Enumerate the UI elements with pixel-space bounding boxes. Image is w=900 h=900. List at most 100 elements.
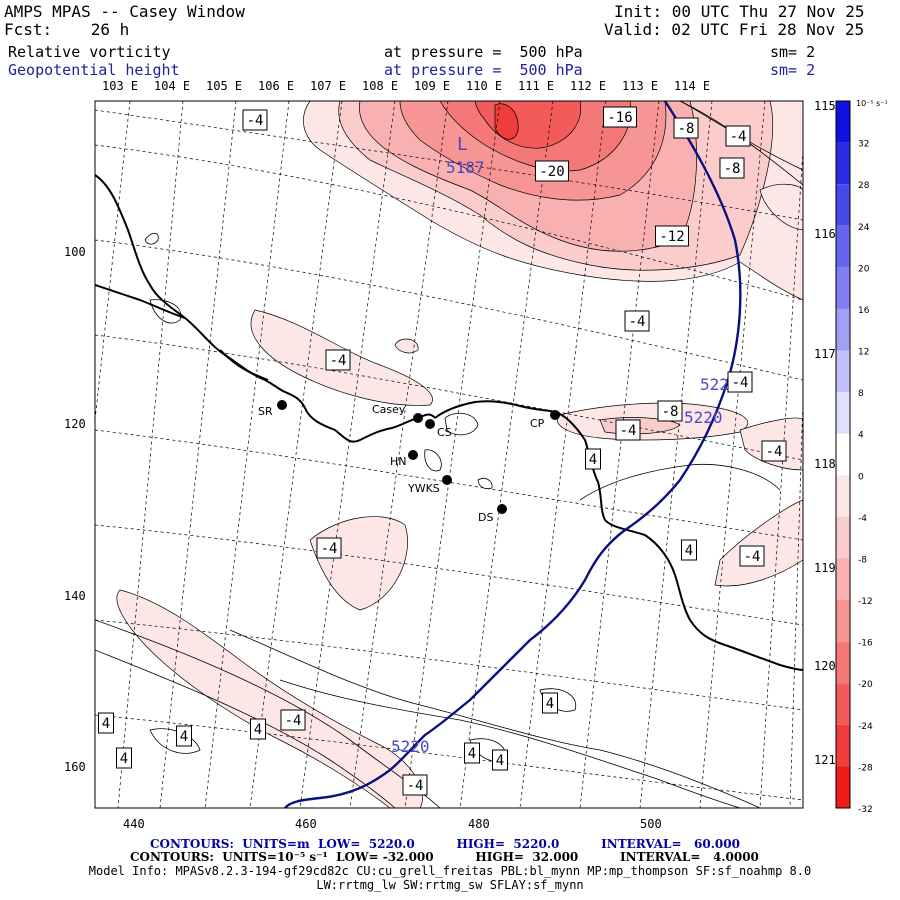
vorticity-label: -4 xyxy=(325,349,351,371)
field1-level: at pressure = 500 hPa xyxy=(384,43,583,61)
vorticity-label: 4 xyxy=(542,692,558,714)
svg-text:-4: -4 xyxy=(407,778,424,794)
colorbar-unit: 10⁻⁵ s⁻¹ xyxy=(856,99,888,108)
svg-text:4: 4 xyxy=(254,722,262,738)
station-dot-ywks xyxy=(442,475,452,485)
colorbar-swatch xyxy=(836,600,850,642)
lon-label: 105 E xyxy=(206,79,242,93)
y-tick: 160 xyxy=(64,760,86,774)
svg-text:4: 4 xyxy=(102,716,110,732)
height-contour-5220 xyxy=(284,101,742,808)
station-label: Casey xyxy=(372,403,406,416)
y-tick: 100 xyxy=(64,245,86,259)
colorbar-label: -28 xyxy=(858,763,873,773)
colorbar-label: -20 xyxy=(858,680,873,690)
svg-text:-20: -20 xyxy=(539,164,564,180)
colorbar-swatch xyxy=(836,350,850,393)
x-tick: 480 xyxy=(468,817,490,831)
svg-text:-4: -4 xyxy=(766,444,783,460)
colorbar-label: -12 xyxy=(858,597,873,607)
station-labels: SR Casey CS HN YWKS DS CP xyxy=(258,403,545,524)
station-dot-ds xyxy=(497,504,507,514)
svg-text:-8: -8 xyxy=(678,121,695,137)
colorbar-swatch xyxy=(836,641,850,684)
vorticity-label: -4 xyxy=(242,109,268,131)
vorticity-label: -8 xyxy=(719,157,745,179)
top-lon-labels: 103 E 104 E 105 E 106 E 107 E 108 E 109 … xyxy=(102,79,710,93)
colorbar-label: 12 xyxy=(858,348,869,358)
svg-text:-4: -4 xyxy=(732,375,749,391)
vorticity-label: -4 xyxy=(624,310,650,332)
field2-level: at pressure = 500 hPa xyxy=(384,61,583,79)
colorbar-label: 24 xyxy=(858,223,870,233)
svg-text:-12: -12 xyxy=(659,229,684,245)
colorbar-label: -24 xyxy=(858,722,873,732)
lon-label: 108 E xyxy=(362,79,398,93)
colorbar: 32 28 24 20 16 12 8 4 0 -4 -8 -12 -16 -20 -24 -28 -32 xyxy=(835,100,873,815)
lon-label: 110 E xyxy=(466,79,502,93)
svg-text:-8: -8 xyxy=(662,404,679,420)
colorbar-label: -32 xyxy=(858,805,873,815)
field2-name: Geopotential height xyxy=(8,61,180,79)
x-tick: 460 xyxy=(295,817,317,831)
colorbar-swatch xyxy=(836,766,850,808)
colorbar-swatch xyxy=(836,308,850,351)
field2-smoothing: sm= 2 xyxy=(770,61,816,79)
station-label: HN xyxy=(390,455,407,468)
colorbar-label: 32 xyxy=(858,140,869,150)
svg-text:-4: -4 xyxy=(620,423,637,439)
vorticity-label: 4 xyxy=(98,712,114,734)
footer-model-info: Model Info: MPASv8.2.3-194-gf29cd82c CU:… xyxy=(88,864,812,878)
lon-label: 109 E xyxy=(414,79,450,93)
station-dot-sr xyxy=(277,400,287,410)
vorticity-label: -4 xyxy=(725,125,751,147)
lon-label: 106 E xyxy=(258,79,294,93)
vorticity-label: 4 xyxy=(464,742,480,764)
footer-physics-info: LW:rrtmg_lw SW:rrtmg_sw SFLAY:sf_mynn xyxy=(316,878,584,892)
footer-vorticity-contours: CONTOURS: UNITS=10⁻⁵ s⁻¹ LOW= -32.000 HI… xyxy=(130,850,759,864)
vorticity-label: -12 xyxy=(655,225,689,247)
svg-text:4: 4 xyxy=(496,753,504,769)
svg-text:-4: -4 xyxy=(285,713,302,729)
svg-text:-4: -4 xyxy=(730,129,747,145)
colorbar-label: 8 xyxy=(858,389,864,399)
height-label: 5220 xyxy=(684,408,723,427)
vorticity-label: -4 xyxy=(615,419,641,441)
y-tick: 140 xyxy=(64,589,86,603)
y-axis-ticks: 100 120 140 160 xyxy=(64,245,86,774)
x-axis-ticks: 440 460 480 500 xyxy=(123,817,662,831)
colorbar-swatch xyxy=(836,724,850,767)
vorticity-label: -4 xyxy=(280,709,306,731)
height-contour-labels: 5220 5220 5220 xyxy=(391,375,739,756)
station-label: CS xyxy=(437,426,452,439)
colorbar-swatch xyxy=(836,433,850,476)
low-center-letter: L xyxy=(457,134,468,155)
station-label: SR xyxy=(258,405,273,418)
valid-time: Valid: 02 UTC Fri 28 Nov 25 xyxy=(604,20,865,39)
svg-text:4: 4 xyxy=(180,729,188,745)
y-tick: 120 xyxy=(64,417,86,431)
plot-area: SR Casey CS HN YWKS DS CP L 5187 5220 52… xyxy=(95,101,803,808)
lon-label: 107 E xyxy=(310,79,346,93)
station-label: DS xyxy=(478,511,493,524)
colorbar-swatch xyxy=(836,267,850,309)
colorbar-swatch xyxy=(836,142,850,185)
vorticity-label: -20 xyxy=(535,160,569,182)
colorbar-swatch xyxy=(836,475,850,517)
vorticity-label: 4 xyxy=(250,718,266,740)
vorticity-label: -4 xyxy=(727,371,753,393)
colorbar-label: 16 xyxy=(858,306,870,316)
svg-text:-16: -16 xyxy=(607,110,632,126)
vorticity-contour-labels: -4 -16 -8 -4 -8 -20 -12 -4 -4 -4 -8 -4 -4 4 -4 4 -4 4 -4 4 4… xyxy=(98,106,787,796)
svg-text:4: 4 xyxy=(589,452,597,468)
lon-label: 114 E xyxy=(674,79,710,93)
station-dot-hn xyxy=(408,450,418,460)
colorbar-label: -8 xyxy=(858,555,867,565)
svg-text:4: 4 xyxy=(685,543,693,559)
map-title: AMPS MPAS -- Casey Window xyxy=(4,2,245,21)
vorticity-label: -8 xyxy=(657,400,683,422)
vorticity-label: -4 xyxy=(761,440,787,462)
svg-text:-4: -4 xyxy=(629,314,646,330)
svg-text:-4: -4 xyxy=(330,353,347,369)
svg-text:4: 4 xyxy=(120,751,128,767)
